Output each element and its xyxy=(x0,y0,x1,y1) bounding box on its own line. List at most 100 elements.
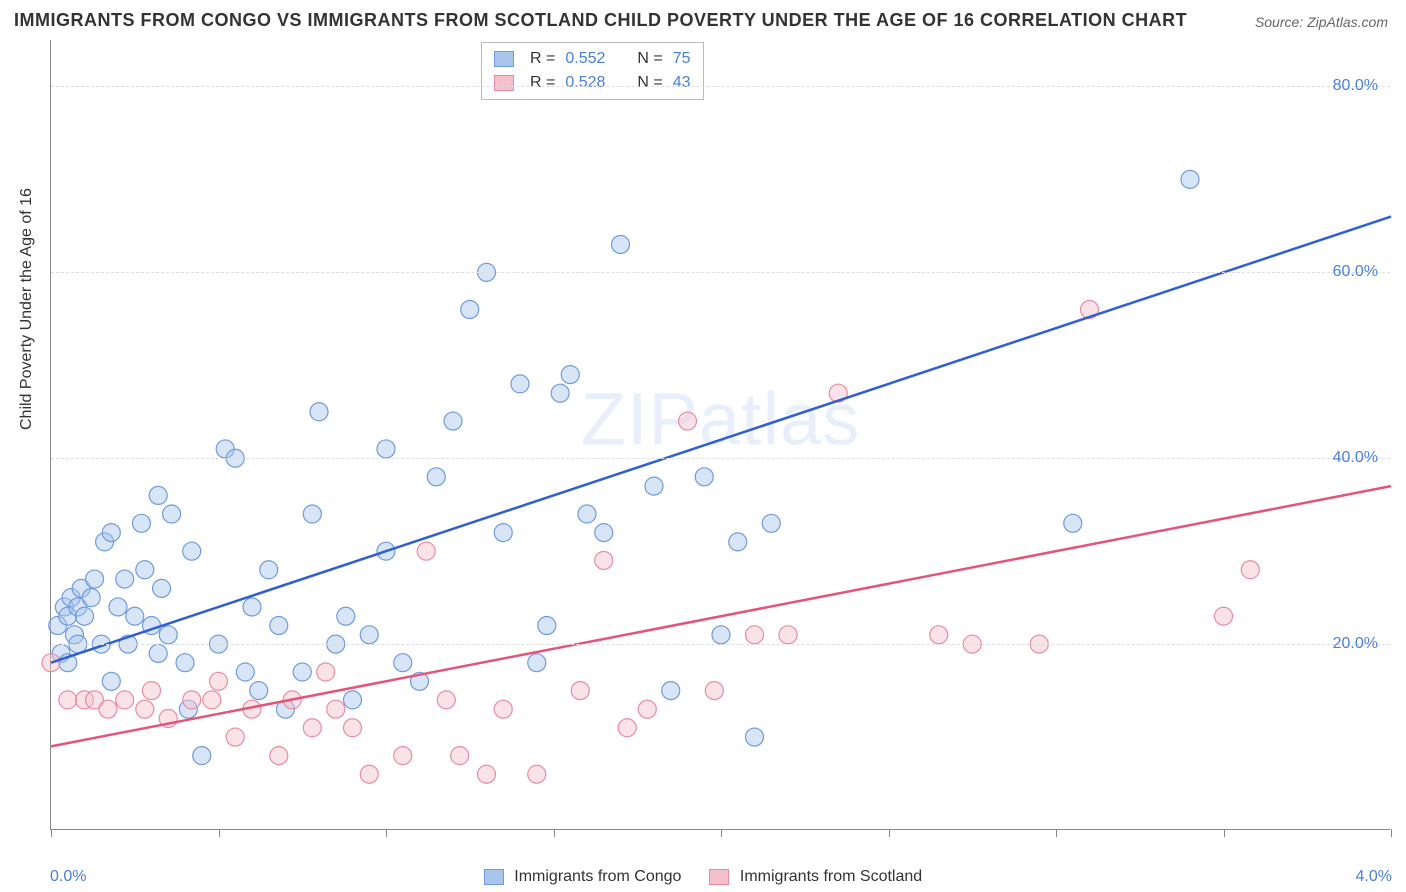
data-point xyxy=(310,403,328,421)
data-point xyxy=(132,514,150,532)
stat-r-value-scotland: 0.528 xyxy=(565,71,605,95)
data-point xyxy=(394,747,412,765)
swatch-scotland-icon xyxy=(494,75,514,91)
data-point xyxy=(159,626,177,644)
data-point xyxy=(705,682,723,700)
bottom-legend: Immigrants from Congo Immigrants from Sc… xyxy=(0,868,1406,886)
data-point xyxy=(82,589,100,607)
y-tick-label: 60.0% xyxy=(1333,263,1378,281)
data-point xyxy=(645,477,663,495)
data-point xyxy=(746,626,764,644)
stat-n-value-congo: 75 xyxy=(673,47,691,71)
data-point xyxy=(762,514,780,532)
data-point xyxy=(76,607,94,625)
swatch-congo-icon xyxy=(494,51,514,67)
data-point xyxy=(193,747,211,765)
data-point xyxy=(638,700,656,718)
x-tick-label-right: 4.0% xyxy=(1356,868,1392,886)
y-axis-label: Child Poverty Under the Age of 16 xyxy=(18,188,36,430)
data-point xyxy=(538,617,556,635)
data-point xyxy=(427,468,445,486)
legend-swatch-congo-icon xyxy=(484,869,504,885)
x-tick-label-left: 0.0% xyxy=(50,868,86,886)
data-point xyxy=(394,654,412,672)
data-point xyxy=(250,682,268,700)
plot-svg xyxy=(51,40,1390,829)
data-point xyxy=(437,691,455,709)
stats-row-congo: R = 0.552 N = 75 xyxy=(494,47,691,71)
source-attribution: Source: ZipAtlas.com xyxy=(1255,14,1388,30)
data-point xyxy=(595,524,613,542)
data-point xyxy=(243,598,261,616)
stat-r-value-congo: 0.552 xyxy=(565,47,605,71)
legend-label-scotland: Immigrants from Scotland xyxy=(740,868,922,885)
data-point xyxy=(528,654,546,672)
data-point xyxy=(116,570,134,588)
x-tick xyxy=(1224,829,1225,837)
trend-line xyxy=(51,217,1391,663)
chart-title: IMMIGRANTS FROM CONGO VS IMMIGRANTS FROM… xyxy=(14,10,1187,31)
data-point xyxy=(116,691,134,709)
data-point xyxy=(149,486,167,504)
data-point xyxy=(183,542,201,560)
data-point xyxy=(86,570,104,588)
data-point xyxy=(226,728,244,746)
data-point xyxy=(578,505,596,523)
data-point xyxy=(695,468,713,486)
data-point xyxy=(571,682,589,700)
plot-area: ZIPatlas R = 0.552 N = 75 R = 0.528 N = … xyxy=(50,40,1390,830)
data-point xyxy=(930,626,948,644)
data-point xyxy=(126,607,144,625)
data-point xyxy=(595,551,613,569)
data-point xyxy=(779,626,797,644)
data-point xyxy=(109,598,127,616)
x-tick xyxy=(721,829,722,837)
y-tick-label: 20.0% xyxy=(1333,635,1378,653)
data-point xyxy=(210,672,228,690)
data-point xyxy=(618,719,636,737)
legend-label-congo: Immigrants from Congo xyxy=(514,868,681,885)
stat-n-value-scotland: 43 xyxy=(673,71,691,95)
y-tick-label: 80.0% xyxy=(1333,77,1378,95)
legend-item-scotland: Immigrants from Scotland xyxy=(709,868,922,886)
data-point xyxy=(143,682,161,700)
legend-item-congo: Immigrants from Congo xyxy=(484,868,682,886)
data-point xyxy=(417,542,435,560)
data-point xyxy=(1215,607,1233,625)
x-tick xyxy=(1056,829,1057,837)
data-point xyxy=(679,412,697,430)
data-point xyxy=(183,691,201,709)
gridline-h xyxy=(51,644,1390,645)
data-point xyxy=(461,301,479,319)
data-point xyxy=(317,663,335,681)
data-point xyxy=(1241,561,1259,579)
data-point xyxy=(746,728,764,746)
legend-swatch-scotland-icon xyxy=(709,869,729,885)
data-point xyxy=(494,524,512,542)
data-point xyxy=(712,626,730,644)
data-point xyxy=(149,644,167,662)
data-point xyxy=(1181,170,1199,188)
stats-row-scotland: R = 0.528 N = 43 xyxy=(494,71,691,95)
data-point xyxy=(528,765,546,783)
x-tick xyxy=(1391,829,1392,837)
data-point xyxy=(136,561,154,579)
stat-r-label: R = xyxy=(530,47,555,71)
x-tick xyxy=(219,829,220,837)
data-point xyxy=(551,384,569,402)
data-point xyxy=(203,691,221,709)
x-tick xyxy=(889,829,890,837)
data-point xyxy=(270,617,288,635)
correlation-chart: IMMIGRANTS FROM CONGO VS IMMIGRANTS FROM… xyxy=(0,0,1406,892)
data-point xyxy=(136,700,154,718)
x-tick xyxy=(51,829,52,837)
data-point xyxy=(1064,514,1082,532)
stat-r-label: R = xyxy=(530,71,555,95)
data-point xyxy=(153,579,171,597)
x-tick xyxy=(554,829,555,837)
data-point xyxy=(444,412,462,430)
data-point xyxy=(59,691,77,709)
data-point xyxy=(377,440,395,458)
gridline-h xyxy=(51,86,1390,87)
data-point xyxy=(360,626,378,644)
